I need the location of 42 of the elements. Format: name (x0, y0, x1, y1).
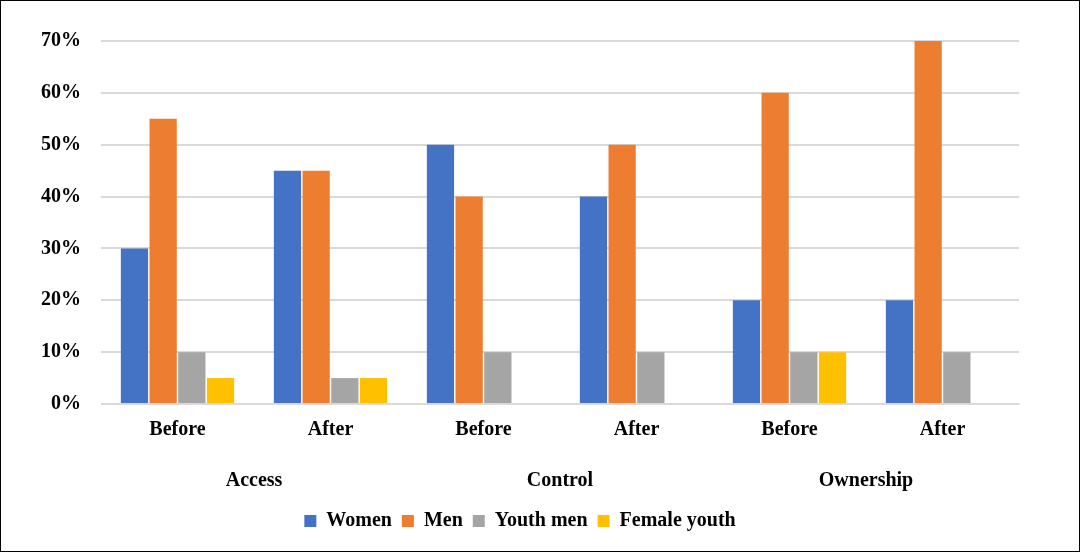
bar (790, 352, 818, 403)
text: Access (225, 468, 283, 491)
y-tick-label: 50% (41, 131, 81, 154)
x-tick-label: After (307, 417, 354, 440)
bar (273, 170, 302, 403)
y-tick-label: 60% (41, 80, 81, 103)
bar (426, 144, 455, 403)
y-tick-label: 70% (41, 28, 81, 51)
text: Control (526, 468, 594, 491)
x-tick-label: After (919, 417, 966, 440)
x-tick-label: After (613, 417, 660, 440)
bar (608, 144, 636, 403)
legend-label: Youth men (494, 508, 588, 531)
y-tick-label: 40% (41, 183, 81, 206)
legend-label: Women (326, 508, 392, 531)
bar (943, 352, 971, 403)
bar (120, 248, 149, 403)
y-tick-label: 0% (51, 391, 81, 414)
y-tick-label: 20% (41, 287, 81, 310)
y-tick-label: 10% (41, 339, 81, 362)
y-tick-label: 30% (41, 235, 81, 258)
legend-label: Female youth (619, 508, 736, 532)
text: Ownership (818, 468, 914, 492)
bar (178, 352, 206, 403)
x-tick-label: Before (455, 417, 512, 440)
legend-label: Men (423, 508, 463, 531)
bar (637, 352, 665, 403)
bar (484, 352, 512, 403)
bar (149, 118, 177, 403)
x-tick-label: Before (761, 417, 818, 440)
bar (302, 170, 330, 403)
bar (331, 378, 359, 403)
bar (761, 92, 789, 403)
bar (818, 352, 847, 403)
bar (914, 41, 942, 403)
bar (206, 378, 235, 403)
bar (579, 196, 608, 403)
bar (359, 378, 388, 403)
x-tick-label: Before (149, 417, 206, 440)
bar (732, 300, 761, 403)
bar (455, 196, 483, 403)
bar (885, 300, 914, 403)
